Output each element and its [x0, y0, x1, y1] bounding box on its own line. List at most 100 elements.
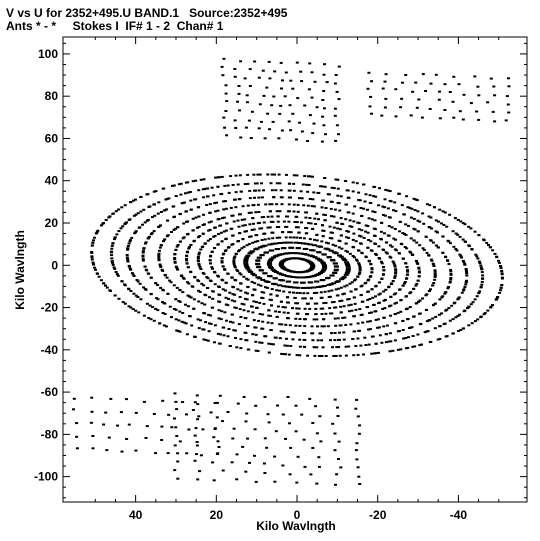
uv-point [304, 216, 308, 219]
uv-point [470, 322, 474, 325]
uv-point [507, 85, 511, 88]
uv-point [217, 317, 221, 320]
uv-point [357, 475, 361, 478]
uv-point [421, 297, 424, 300]
uv-point [236, 240, 240, 243]
uv-point [193, 335, 197, 338]
uv-point [268, 77, 272, 80]
uv-point [195, 444, 199, 447]
uv-point [273, 70, 277, 73]
uv-point [280, 87, 283, 90]
uv-point [215, 401, 219, 404]
uv-point [338, 209, 342, 212]
uv-point [328, 225, 332, 228]
uv-point [279, 61, 283, 64]
uv-point [242, 275, 246, 278]
uv-point [253, 196, 256, 199]
uv-point [444, 291, 448, 294]
uv-point [452, 75, 456, 78]
uv-point [378, 334, 382, 337]
uv-point [222, 200, 226, 203]
uv-point [462, 261, 466, 263]
uv-point [291, 87, 295, 90]
uv-point [139, 210, 143, 213]
uv-point [281, 285, 287, 288]
uv-point [158, 322, 162, 325]
uv-point [405, 195, 409, 198]
uv-point [449, 242, 452, 245]
uv-point [314, 313, 318, 316]
uv-point [210, 251, 214, 253]
uv-point [273, 480, 277, 483]
uv-point [282, 290, 286, 293]
uv-point [207, 221, 211, 224]
uv-point [294, 430, 298, 433]
uv-point [475, 295, 479, 298]
uv-point [317, 465, 321, 468]
uv-point [186, 250, 189, 253]
uv-point [300, 80, 304, 83]
uv-point [246, 286, 250, 289]
uv-point [187, 428, 191, 431]
uv-point [298, 292, 302, 295]
uv-point [220, 175, 224, 178]
uv-point [448, 213, 452, 216]
uv-point [393, 264, 397, 267]
uv-point [102, 222, 105, 224]
uv-point [232, 257, 236, 260]
uv-point [233, 198, 237, 201]
uv-point [345, 203, 348, 206]
y-tick-label: -60 [41, 385, 59, 399]
uv-point [144, 288, 148, 291]
uv-point [100, 224, 103, 227]
uv-point [477, 118, 481, 121]
uv-point [266, 413, 270, 416]
uv-point [173, 444, 177, 447]
uv-point [227, 246, 231, 249]
uv-point [267, 60, 271, 63]
uv-point [301, 183, 305, 186]
uv-point [363, 282, 367, 285]
uv-point [292, 174, 296, 177]
uv-point [223, 311, 227, 314]
uv-point [339, 466, 343, 469]
uv-point [323, 219, 327, 222]
uv-point [293, 221, 297, 223]
uv-point [126, 258, 130, 261]
uv-point [326, 325, 330, 328]
uv-point [369, 263, 373, 266]
uv-point [380, 277, 384, 280]
uv-point [357, 263, 361, 266]
uv-point [217, 300, 221, 303]
uv-point [194, 216, 198, 219]
uv-point [351, 212, 355, 215]
uv-point [271, 237, 275, 240]
uv-point [261, 69, 265, 72]
uv-point [278, 263, 284, 266]
uv-point [497, 261, 501, 264]
uv-point [142, 314, 146, 317]
uv-point [253, 60, 257, 63]
uv-point [159, 265, 163, 268]
uv-point [373, 211, 377, 214]
uv-point [306, 313, 310, 316]
uv-point [382, 316, 386, 319]
uv-point [198, 235, 202, 238]
uv-point [345, 268, 351, 270]
uv-point [156, 309, 160, 312]
uv-point [213, 270, 216, 273]
uv-point [180, 275, 184, 278]
uv-point [452, 245, 456, 248]
uv-point [291, 257, 297, 260]
uv-point [202, 178, 206, 181]
uv-point [306, 354, 310, 357]
uv-point [347, 345, 351, 348]
uv-point [226, 411, 230, 413]
uv-point [413, 209, 417, 212]
uv-point [427, 215, 431, 218]
uv-point [287, 203, 291, 206]
uv-point [337, 65, 341, 68]
uv-point [245, 244, 249, 247]
uv-point [302, 438, 306, 441]
uv-point [152, 230, 156, 233]
